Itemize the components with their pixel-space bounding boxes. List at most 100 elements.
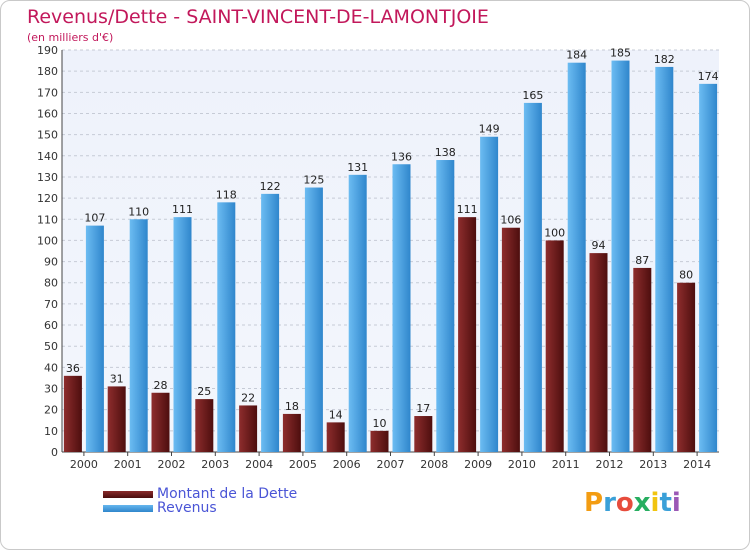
bar-revenus [129,219,148,452]
bar-revenus [523,102,542,452]
y-tick-label: 140 [37,150,58,163]
x-tick-label: 2012 [596,458,624,471]
logo-letter: i [671,488,681,518]
bar-revenus [261,193,280,452]
bar-debt [545,240,564,452]
bar-debt [63,375,82,452]
bar-revenus [173,217,192,452]
legend-label-revenus: Revenus [157,500,217,516]
y-tick-label: 180 [37,65,58,78]
x-tick-label: 2001 [114,458,142,471]
data-label-revenus: 185 [610,47,631,60]
bar-debt [370,430,389,452]
data-label-revenus: 136 [391,150,412,163]
data-label-revenus: 131 [347,161,368,174]
y-tick-label: 20 [44,404,58,417]
data-label-revenus: 184 [566,49,587,62]
legend-item-revenus: Revenus [103,500,297,516]
bar-debt [414,416,433,452]
data-label-debt: 31 [110,372,124,385]
data-label-revenus: 182 [654,53,675,66]
y-tick-label: 160 [37,107,58,120]
x-tick-label: 2000 [70,458,98,471]
data-label-revenus: 149 [479,123,500,136]
x-tick-label: 2006 [333,458,361,471]
data-label-debt: 106 [500,214,521,227]
bar-revenus [436,160,455,452]
x-tick-label: 2002 [158,458,186,471]
bar-debt [458,217,477,452]
legend-item-debt: Montant de la Dette [103,486,298,502]
bar-revenus [348,174,367,452]
bar-revenus [480,136,499,452]
chart-unit-label: (en milliers d'€) [27,31,114,44]
bar-revenus [217,202,236,452]
data-label-revenus: 111 [172,203,193,216]
y-tick-label: 80 [44,277,58,290]
x-tick-label: 2004 [245,458,273,471]
y-tick-label: 90 [44,256,58,269]
bar-revenus [699,83,718,452]
y-tick-label: 60 [44,319,58,332]
data-label-revenus: 125 [303,174,324,187]
x-tick-label: 2014 [683,458,711,471]
x-tick-label: 2011 [552,458,580,471]
y-tick-label: 190 [37,44,58,57]
x-tick-label: 2005 [289,458,317,471]
legend-swatch-revenus [103,504,153,512]
y-tick-label: 150 [37,129,58,142]
data-label-revenus: 118 [216,188,237,201]
data-label-debt: 28 [154,379,168,392]
data-label-revenus: 165 [522,89,543,102]
data-label-debt: 80 [679,269,693,282]
bar-debt [326,422,345,452]
bar-debt [501,227,520,452]
data-label-debt: 14 [329,408,343,421]
bar-debt [151,392,170,452]
data-label-debt: 94 [592,239,606,252]
data-label-debt: 18 [285,400,299,413]
logo-letter: x [633,488,651,518]
y-tick-label: 130 [37,171,58,184]
y-tick-label: 110 [37,213,58,226]
data-label-debt: 22 [241,391,255,404]
y-tick-label: 50 [44,340,58,353]
data-label-revenus: 174 [698,70,719,83]
bar-revenus [567,62,586,453]
data-label-debt: 17 [416,402,430,415]
bar-revenus [304,187,323,453]
legend-swatch-debt [103,490,153,498]
y-tick-label: 170 [37,86,58,99]
data-label-revenus: 107 [84,212,105,225]
y-tick-label: 0 [51,446,58,459]
bar-debt [677,282,696,452]
logo-letter: r [603,488,616,518]
logo-letter: P [584,488,604,518]
data-label-debt: 25 [197,385,211,398]
proxiti-logo: Proxiti [584,488,681,518]
x-tick-label: 2008 [420,458,448,471]
data-label-debt: 36 [66,362,80,375]
y-tick-label: 30 [44,383,58,396]
data-label-debt: 100 [544,226,565,239]
plot-area [62,50,719,452]
bar-debt [282,413,301,452]
legend-label-debt: Montant de la Dette [157,486,298,502]
bar-revenus [392,164,411,452]
data-label-revenus: 110 [128,205,149,218]
x-tick-label: 2007 [377,458,405,471]
y-tick-label: 70 [44,298,58,311]
x-tick-label: 2010 [508,458,536,471]
y-tick-label: 120 [37,192,58,205]
data-label-debt: 87 [635,254,649,267]
y-tick-label: 100 [37,234,58,247]
x-tick-label: 2013 [639,458,667,471]
y-tick-label: 40 [44,361,58,374]
chart-title: Revenus/Dette - SAINT-VINCENT-DE-LAMONTJ… [27,6,489,28]
bar-debt [239,405,258,452]
bar-revenus [655,66,674,452]
legend: Montant de la Dette Revenus [103,486,298,516]
bar-debt [195,399,214,452]
